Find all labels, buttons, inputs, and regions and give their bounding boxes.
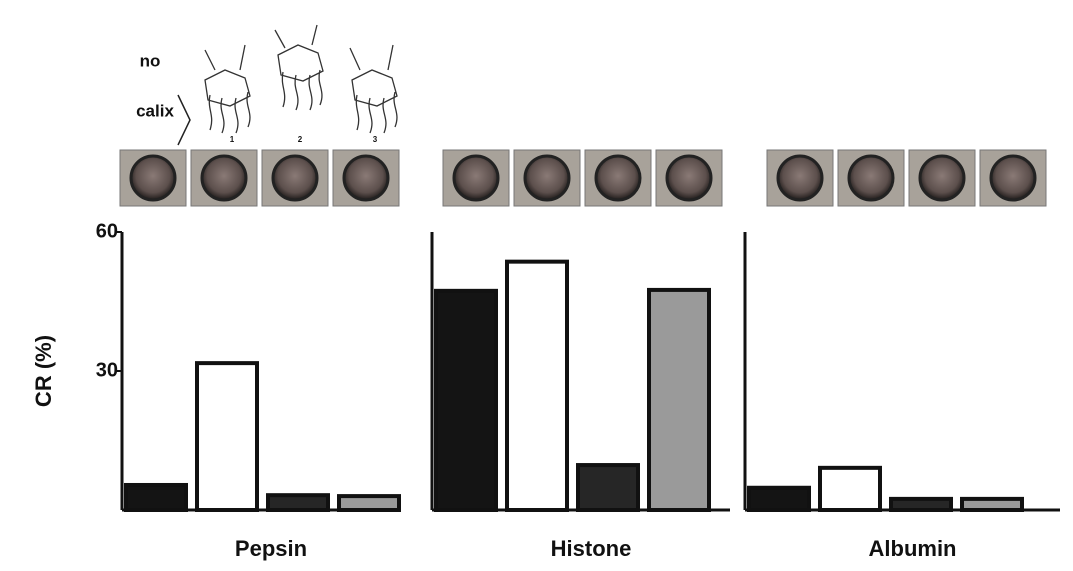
well: [525, 156, 569, 200]
well: [596, 156, 640, 200]
well: [778, 156, 822, 200]
panel-title: Pepsin: [235, 536, 307, 561]
header-calix: calix: [136, 101, 174, 120]
bar: [339, 496, 399, 510]
bar: [749, 488, 809, 510]
y-tick-label: 30: [96, 359, 118, 381]
bar: [126, 485, 186, 510]
compound-label: 3: [373, 135, 378, 144]
y-tick-label: 60: [96, 220, 118, 242]
bracket: [178, 95, 190, 145]
bar: [507, 262, 567, 510]
well: [131, 156, 175, 200]
well: [991, 156, 1035, 200]
compound-label: 1: [230, 135, 235, 144]
panel-title: Histone: [551, 536, 632, 561]
header-no: no: [140, 51, 161, 70]
well: [202, 156, 246, 200]
y-axis-label: CR (%): [31, 335, 56, 407]
bar: [820, 468, 880, 510]
well: [849, 156, 893, 200]
bar: [891, 499, 951, 510]
molecules: [205, 25, 397, 133]
bar: [962, 499, 1022, 510]
bar: [197, 363, 257, 510]
well: [273, 156, 317, 200]
well: [667, 156, 711, 200]
bar: [649, 290, 709, 510]
well: [920, 156, 964, 200]
figure: no calix 1 2 3 30 60 CR (%) Pepsin Histone Album…: [0, 0, 1073, 566]
bar: [578, 465, 638, 510]
bar: [436, 291, 496, 510]
well: [344, 156, 388, 200]
panel-title: Albumin: [869, 536, 957, 561]
bar: [268, 495, 328, 510]
well: [454, 156, 498, 200]
compound-label: 2: [298, 135, 303, 144]
